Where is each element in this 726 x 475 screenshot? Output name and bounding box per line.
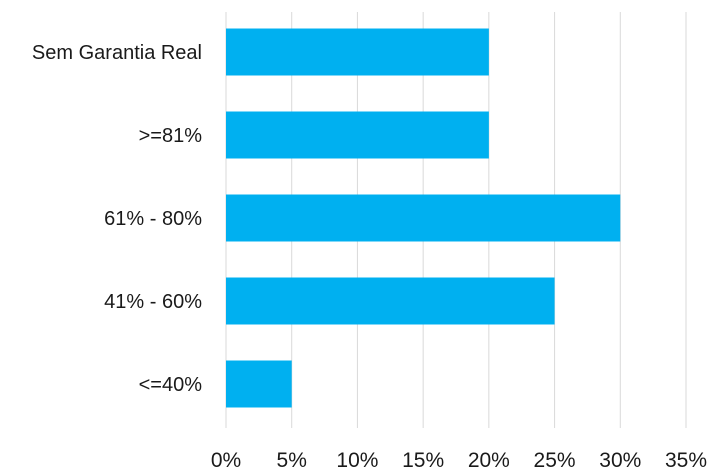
bar <box>226 111 489 159</box>
category-labels: Sem Garantia Real >=81% 61% - 80% 41% - 60%… <box>32 42 202 396</box>
category-label: >=81% <box>139 125 203 147</box>
x-tick-label: 20% <box>468 449 510 470</box>
bar <box>226 277 555 325</box>
bars <box>226 28 621 408</box>
category-label: <=40% <box>139 374 203 396</box>
bar <box>226 360 292 408</box>
category-label: Sem Garantia Real <box>32 42 202 64</box>
category-label: 41% - 60% <box>104 291 202 313</box>
x-tick-labels: 0% 5% 10% 15% 20% 25% 30% 35% <box>211 449 707 472</box>
bar <box>226 194 621 242</box>
x-tick-label: 0% <box>211 449 241 470</box>
x-tick-label: 30% <box>599 449 641 470</box>
bar <box>226 28 489 76</box>
x-tick-label: 10% <box>336 449 378 470</box>
x-tick-label: 35% <box>665 449 707 470</box>
x-tick-label: 5% <box>277 449 307 470</box>
x-tick-label: 15% <box>402 449 444 470</box>
x-tick-label: 25% <box>534 449 576 470</box>
category-label: 61% - 80% <box>104 208 202 230</box>
